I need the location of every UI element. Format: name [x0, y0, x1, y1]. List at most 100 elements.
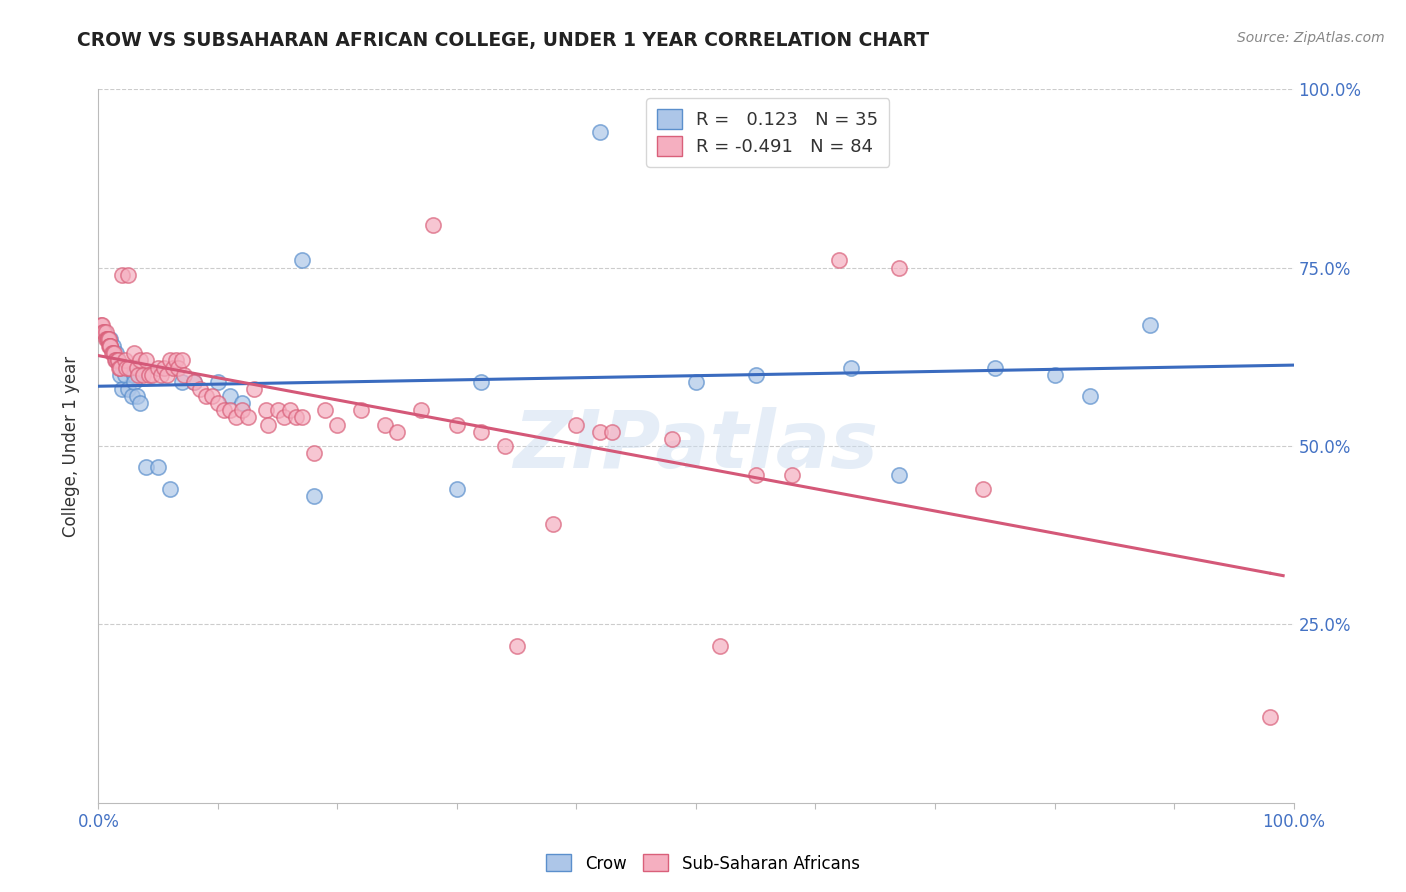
Point [565, 417, 588, 432]
Point [254, 403, 277, 417]
Point [115, 360, 138, 375]
Point [183, 375, 205, 389]
Point [105, 346, 128, 360]
Point [91, 325, 114, 339]
Point [1258, 710, 1281, 724]
Point [326, 417, 349, 432]
Point [98, 332, 122, 346]
Point [101, 339, 124, 353]
Point [162, 360, 184, 375]
Point [125, 389, 148, 403]
Point [96, 332, 118, 346]
Point [124, 375, 146, 389]
Point [124, 368, 146, 382]
Point [91, 318, 114, 332]
Point [108, 368, 131, 382]
Point [93, 325, 115, 339]
Point [1043, 368, 1066, 382]
Point [117, 382, 139, 396]
Point [173, 368, 195, 382]
Point [231, 403, 253, 417]
Point [219, 403, 242, 417]
Point [422, 218, 444, 232]
Point [135, 353, 157, 368]
Point [219, 389, 242, 403]
Point [104, 353, 127, 368]
Point [183, 375, 205, 389]
Point [138, 368, 160, 382]
Point [302, 489, 325, 503]
Point [602, 425, 624, 439]
Point [446, 482, 468, 496]
Point [284, 410, 307, 425]
Point [114, 368, 136, 382]
Point [118, 360, 141, 375]
Point [889, 467, 911, 482]
Point [159, 482, 181, 496]
Point [745, 467, 768, 482]
Point [98, 339, 121, 353]
Point [114, 353, 136, 368]
Point [231, 396, 253, 410]
Point [131, 368, 153, 382]
Point [141, 368, 163, 382]
Point [111, 268, 134, 282]
Point [165, 353, 187, 368]
Point [121, 389, 143, 403]
Text: CROW VS SUBSAHARAN AFRICAN COLLEGE, UNDER 1 YEAR CORRELATION CHART: CROW VS SUBSAHARAN AFRICAN COLLEGE, UNDE… [77, 31, 929, 50]
Point [127, 368, 149, 382]
Point [207, 375, 229, 389]
Point [148, 360, 170, 375]
Point [685, 375, 707, 389]
Point [236, 410, 259, 425]
Point [97, 332, 120, 346]
Legend: Crow, Sub-Saharan Africans: Crow, Sub-Saharan Africans [540, 847, 866, 880]
Point [1139, 318, 1161, 332]
Point [972, 482, 994, 496]
Point [93, 325, 115, 339]
Point [167, 360, 190, 375]
Point [107, 353, 129, 368]
Point [172, 353, 194, 368]
Y-axis label: College, Under 1 year: College, Under 1 year [62, 355, 80, 537]
Point [97, 332, 120, 346]
Point [103, 346, 125, 360]
Point [385, 425, 409, 439]
Point [100, 346, 122, 360]
Point [446, 417, 468, 432]
Point [315, 403, 337, 417]
Point [278, 403, 301, 417]
Point [149, 368, 172, 382]
Point [155, 368, 177, 382]
Point [291, 410, 314, 425]
Point [494, 439, 516, 453]
Point [506, 639, 529, 653]
Point [207, 396, 229, 410]
Point [374, 417, 396, 432]
Legend: R =   0.123   N = 35, R = -0.491   N = 84: R = 0.123 N = 35, R = -0.491 N = 84 [645, 98, 890, 167]
Text: ZIPatlas: ZIPatlas [513, 407, 879, 485]
Point [267, 403, 290, 417]
Point [201, 389, 224, 403]
Point [661, 432, 683, 446]
Point [541, 517, 564, 532]
Point [129, 396, 152, 410]
Point [94, 332, 117, 346]
Point [243, 382, 266, 396]
Point [350, 403, 373, 417]
Point [745, 368, 768, 382]
Point [188, 382, 211, 396]
Point [148, 460, 170, 475]
Point [589, 125, 612, 139]
Point [302, 446, 325, 460]
Text: Source: ZipAtlas.com: Source: ZipAtlas.com [1237, 31, 1385, 45]
Point [135, 460, 157, 475]
Point [470, 375, 492, 389]
Point [153, 360, 176, 375]
Point [889, 260, 911, 275]
Point [841, 360, 863, 375]
Point [105, 353, 128, 368]
Point [97, 332, 120, 346]
Point [589, 425, 612, 439]
Point [107, 353, 129, 368]
